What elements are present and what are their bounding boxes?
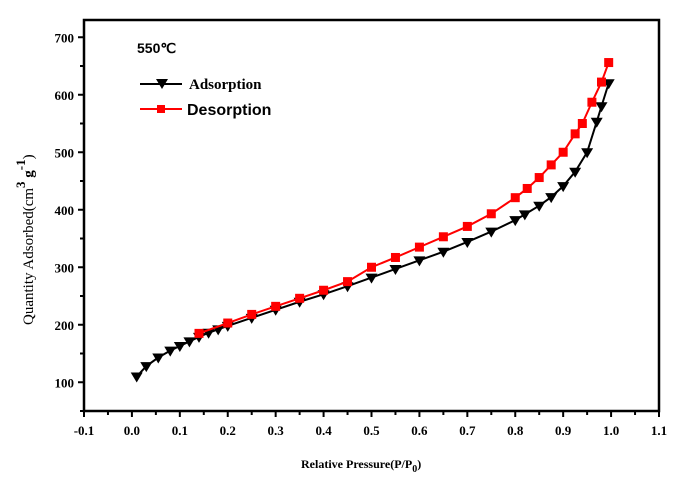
data-point [414,242,424,252]
x-axis: -0.1 0.0 0.1 0.2 0.3 0.4 0.5 0.6 0.7 0.8 0.9 1.0 1.1 [74,411,667,438]
x-tick-label: 0.1 [172,423,188,438]
square-marker-icon [157,105,165,113]
data-point [343,277,353,287]
data-point [587,97,597,107]
data-point [581,148,594,159]
x-axis-title: Relative Pressure(P/P0) [301,457,421,475]
data-point [569,167,582,178]
y-axis-title: Quantity Adsorbed(cm3 g-1) [13,154,37,325]
y-tick-label: 400 [55,203,75,218]
data-point [533,201,546,212]
data-point [223,318,233,328]
x-tick-label: 0.5 [363,423,380,438]
data-point [518,210,531,221]
data-point [510,193,520,203]
data-point [367,262,376,272]
x-tick-label: 1.1 [651,423,667,438]
data-point [173,342,186,353]
legend-label: Adsorption [189,77,262,93]
data-point [522,183,532,193]
x-tick-label: 0.8 [507,423,524,438]
data-point [570,129,580,139]
x-tick-label: 0.4 [315,423,332,438]
data-point [595,102,608,113]
x-tick-label: 0.9 [555,423,572,438]
y-tick-label: 600 [55,88,75,103]
data-point [486,209,496,219]
x-tick-label: 0.2 [220,423,236,438]
x-tick-label: 0.3 [268,423,285,438]
legend-item-adsorption: Adsorption [140,77,262,93]
y-tick-label: 100 [55,375,75,390]
data-point [462,221,472,231]
data-point [485,227,498,238]
data-point [130,372,143,383]
data-point [557,182,570,193]
data-point [558,147,568,157]
legend-label: Desorption [187,102,271,119]
data-point [545,193,558,204]
data-point [152,353,165,364]
data-point [365,273,378,284]
y-axis: 100 200 300 400 500 600 700 [55,30,84,412]
data-point [461,237,474,248]
data-point [140,362,153,373]
y-tick-label: 200 [55,318,75,333]
y-tick-label: 500 [55,145,75,160]
data-point [389,264,402,275]
legend-item-desorption: Desorption [140,102,271,119]
temperature-annotation: 550℃ [137,40,176,56]
data-point [590,117,603,128]
data-point [546,160,556,170]
data-point [164,346,177,357]
data-point [194,328,204,338]
x-tick-label: 0.6 [411,423,428,438]
series-desorption [194,58,614,338]
plot-area [130,58,615,383]
data-point [534,173,544,183]
legend: Adsorption Desorption [140,77,271,119]
data-point [247,309,257,319]
data-point [295,293,305,303]
x-tick-label: 0.7 [459,423,476,438]
data-point [509,216,522,227]
triangle-down-marker-icon [156,79,168,89]
x-tick-label: -0.1 [74,423,95,438]
data-point [597,77,606,87]
data-point [438,232,448,242]
data-point [413,256,426,267]
x-tick-label: 0.0 [124,423,140,438]
data-point [390,252,400,262]
data-point [271,301,281,311]
data-point [183,337,196,348]
data-point [319,285,329,295]
data-point [577,119,587,128]
data-point [604,58,614,68]
x-tick-label: 1.0 [603,423,619,438]
data-point [437,247,450,258]
y-tick-label: 700 [55,30,75,45]
y-tick-label: 300 [55,260,75,275]
